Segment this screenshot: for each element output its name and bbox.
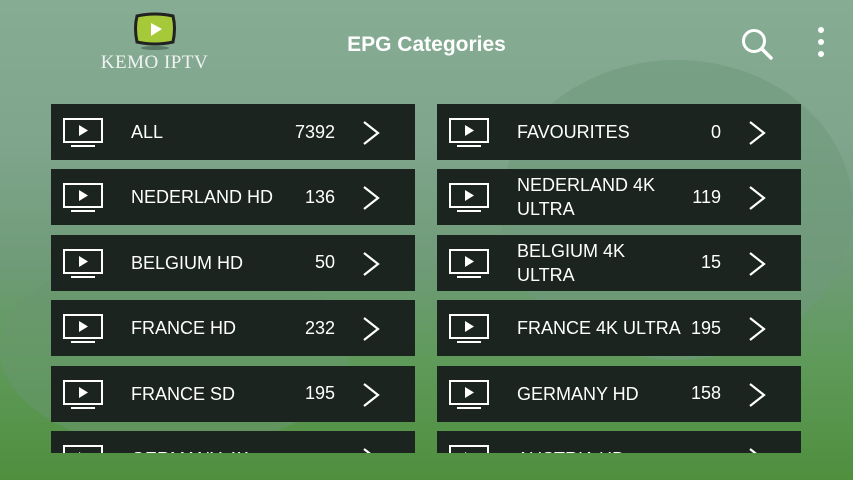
category-name: NEDERLAND 4K ULTRA (517, 175, 656, 220)
category-item[interactable]: FRANCE SD 195 (51, 365, 415, 422)
page-title: EPG Categories (347, 33, 506, 56)
chevron-right-icon (749, 317, 766, 342)
category-name: FAVOURITES (517, 122, 630, 142)
chevron-right-icon (749, 186, 766, 211)
more-vert-dot (818, 51, 824, 57)
category-count: 158 (690, 383, 721, 404)
search-button[interactable] (740, 27, 774, 66)
category-item[interactable]: BELGIUM 4K ULTRA 15 (437, 234, 801, 291)
category-count: 232 (304, 317, 335, 338)
category-item[interactable]: GERMANY HD 158 (437, 365, 801, 422)
category-item[interactable]: AUSTRIA HD (437, 431, 801, 453)
more-vert-dot (818, 39, 824, 45)
more-options-button[interactable] (816, 27, 826, 63)
category-name: GERMANY HD (517, 383, 639, 404)
category-item[interactable]: BELGIUM HD 50 (51, 234, 415, 291)
tv-play-icon (63, 183, 103, 213)
category-count: 0 (710, 121, 721, 142)
category-name: FRANCE 4K ULTRA (517, 318, 681, 339)
chevron-right-icon (749, 121, 766, 145)
logo-tv-icon (133, 12, 176, 50)
chevron-right-icon (749, 251, 766, 276)
tv-play-icon (449, 183, 489, 213)
category-count: 7392 (294, 121, 335, 142)
tv-play-icon (449, 445, 489, 453)
category-name: FRANCE SD (131, 383, 236, 404)
category-item[interactable]: FRANCE HD 232 (51, 300, 415, 357)
category-grid[interactable]: ALL 7392 FAVOURITES 0 NEDERLAND HD 136 N… (51, 104, 802, 453)
logo-text: KEMO IPTV (100, 52, 209, 73)
more-vert-icon (818, 27, 824, 33)
tv-play-icon (63, 314, 103, 344)
category-name: FRANCE HD (131, 318, 237, 339)
tv-play-icon (63, 248, 103, 278)
category-count: 15 (700, 252, 721, 273)
chevron-right-icon (749, 382, 766, 407)
category-count: 119 (692, 186, 721, 207)
category-name: GERMANY 4K (131, 447, 301, 453)
category-count: 136 (304, 186, 335, 207)
category-name: BELGIUM 4K ULTRA (517, 240, 626, 285)
category-item[interactable]: NEDERLAND HD 136 (51, 169, 415, 226)
tv-play-icon (63, 379, 103, 409)
chevron-right-icon (363, 121, 380, 145)
category-item[interactable]: FAVOURITES 0 (437, 104, 801, 160)
category-item[interactable]: FRANCE 4K ULTRA 195 (437, 300, 801, 357)
category-count: 195 (690, 317, 721, 338)
category-name: NEDERLAND HD (131, 187, 274, 208)
tv-play-icon (449, 118, 489, 147)
chevron-right-icon (363, 186, 380, 211)
category-item[interactable]: ALL 7392 (51, 104, 415, 160)
category-count: 195 (304, 383, 335, 404)
tv-play-icon (449, 314, 489, 344)
chevron-right-icon (363, 251, 380, 276)
category-item[interactable]: NEDERLAND 4K ULTRA 119 (437, 169, 801, 226)
tv-play-icon (449, 379, 489, 409)
chevron-right-icon (363, 382, 380, 407)
category-item[interactable]: GERMANY 4K (51, 431, 415, 453)
search-icon (742, 29, 773, 60)
chevron-right-icon (363, 448, 371, 453)
chevron-right-icon (363, 317, 380, 342)
tv-play-icon (449, 248, 489, 278)
category-name: BELGIUM HD (131, 252, 244, 273)
app-logo: KEMO IPTV (92, 12, 217, 74)
category-name: ALL (131, 122, 164, 142)
tv-play-icon (63, 445, 103, 453)
tv-play-icon (63, 118, 103, 147)
category-count: 50 (314, 252, 335, 273)
category-name: AUSTRIA HD (517, 447, 687, 453)
chevron-right-icon (749, 448, 757, 453)
